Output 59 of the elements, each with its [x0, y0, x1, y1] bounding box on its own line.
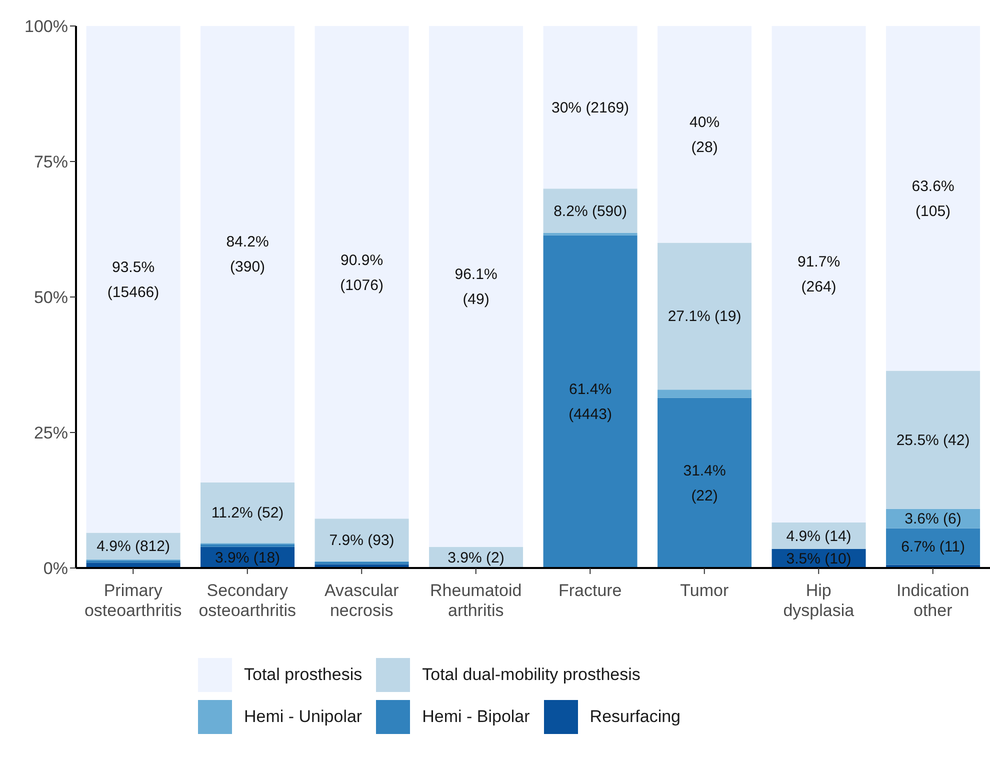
data-label: 27.1% (19): [668, 308, 742, 325]
data-label: 96.1% (49): [454, 265, 498, 308]
bar: [886, 528, 980, 565]
x-tick-label: Primary osteoarthritis: [84, 581, 182, 620]
data-label: 93.5% (15466): [107, 258, 160, 300]
x-tick-label: Tumor: [680, 581, 729, 600]
data-label: 3.5% (10): [786, 550, 852, 568]
bar: [314, 26, 409, 519]
bar: [658, 390, 752, 398]
data-label: 11.2% (52): [211, 504, 284, 522]
y-tick-label: 0%: [43, 559, 68, 578]
y-tick-label: 25%: [34, 424, 68, 443]
legend-label: Hemi - Unipolar: [244, 707, 362, 727]
y-tick-label: 100%: [24, 17, 68, 36]
x-tick-label: Rheumatoid arthritis: [430, 581, 522, 620]
data-label: 30% (2169): [552, 98, 630, 116]
bar: [543, 26, 638, 189]
bar: [314, 518, 409, 562]
bar: [200, 26, 295, 482]
bar: [886, 370, 980, 509]
data-label: 25.5% (42): [896, 431, 970, 448]
x-tick-label: Indication other: [896, 581, 970, 620]
data-label: 3.9% (2): [448, 548, 504, 566]
bar: [200, 544, 295, 547]
data-label: 4.9% (14): [786, 527, 852, 544]
data-label: 31.4% (22): [683, 462, 726, 504]
bar: [429, 26, 524, 547]
bar: [543, 235, 638, 568]
legend-label: Total dual-mobility prosthesis: [422, 665, 640, 685]
data-label: 40% (28): [690, 113, 720, 156]
data-label: 84.2% (390): [226, 233, 269, 276]
data-label: 90.9% (1076): [340, 251, 384, 294]
data-label: 8.2% (590): [554, 202, 627, 220]
data-label: 4.9% (812): [96, 538, 170, 555]
bar: [543, 188, 638, 234]
data-label: 63.6% (105): [912, 177, 954, 220]
bar: [658, 398, 752, 568]
data-label: 7.9% (93): [329, 532, 394, 549]
x-tick-label: Secondary osteoarthritis: [198, 581, 296, 620]
legend-label: Total prosthesis: [244, 665, 362, 685]
bar: [658, 242, 752, 390]
legend-label: Resurfacing: [590, 707, 681, 727]
x-tick-label: Avascular necrosis: [324, 581, 400, 620]
data-label: 91.7% (264): [798, 253, 840, 296]
bar: [658, 26, 752, 243]
data-label: 6.7% (11): [901, 538, 965, 556]
x-tick-label: Hip dysplasia: [783, 581, 855, 620]
bar: [200, 482, 295, 544]
y-tick-label: 75%: [34, 152, 68, 172]
x-tick-label: Fracture: [558, 581, 622, 600]
data-label: 61.4% (4443): [568, 380, 612, 423]
bar: [86, 26, 180, 533]
bar: [772, 26, 866, 522]
y-tick-label: 50%: [34, 288, 68, 308]
data-label: 3.9% (18): [215, 548, 280, 566]
bar: [86, 560, 180, 563]
bar: [886, 26, 980, 371]
data-label: 3.6% (6): [904, 510, 962, 528]
legend-label: Hemi - Bipolar: [422, 707, 530, 727]
